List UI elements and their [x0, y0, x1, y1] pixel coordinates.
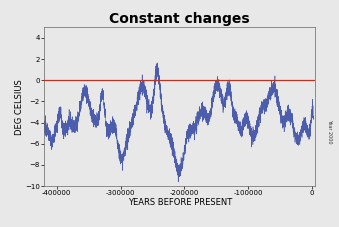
Text: Year 2000: Year 2000	[327, 119, 332, 144]
Title: Constant changes: Constant changes	[109, 12, 250, 26]
Y-axis label: DEG CELSIUS: DEG CELSIUS	[15, 79, 24, 135]
X-axis label: YEARS BEFORE PRESENT: YEARS BEFORE PRESENT	[127, 198, 232, 207]
